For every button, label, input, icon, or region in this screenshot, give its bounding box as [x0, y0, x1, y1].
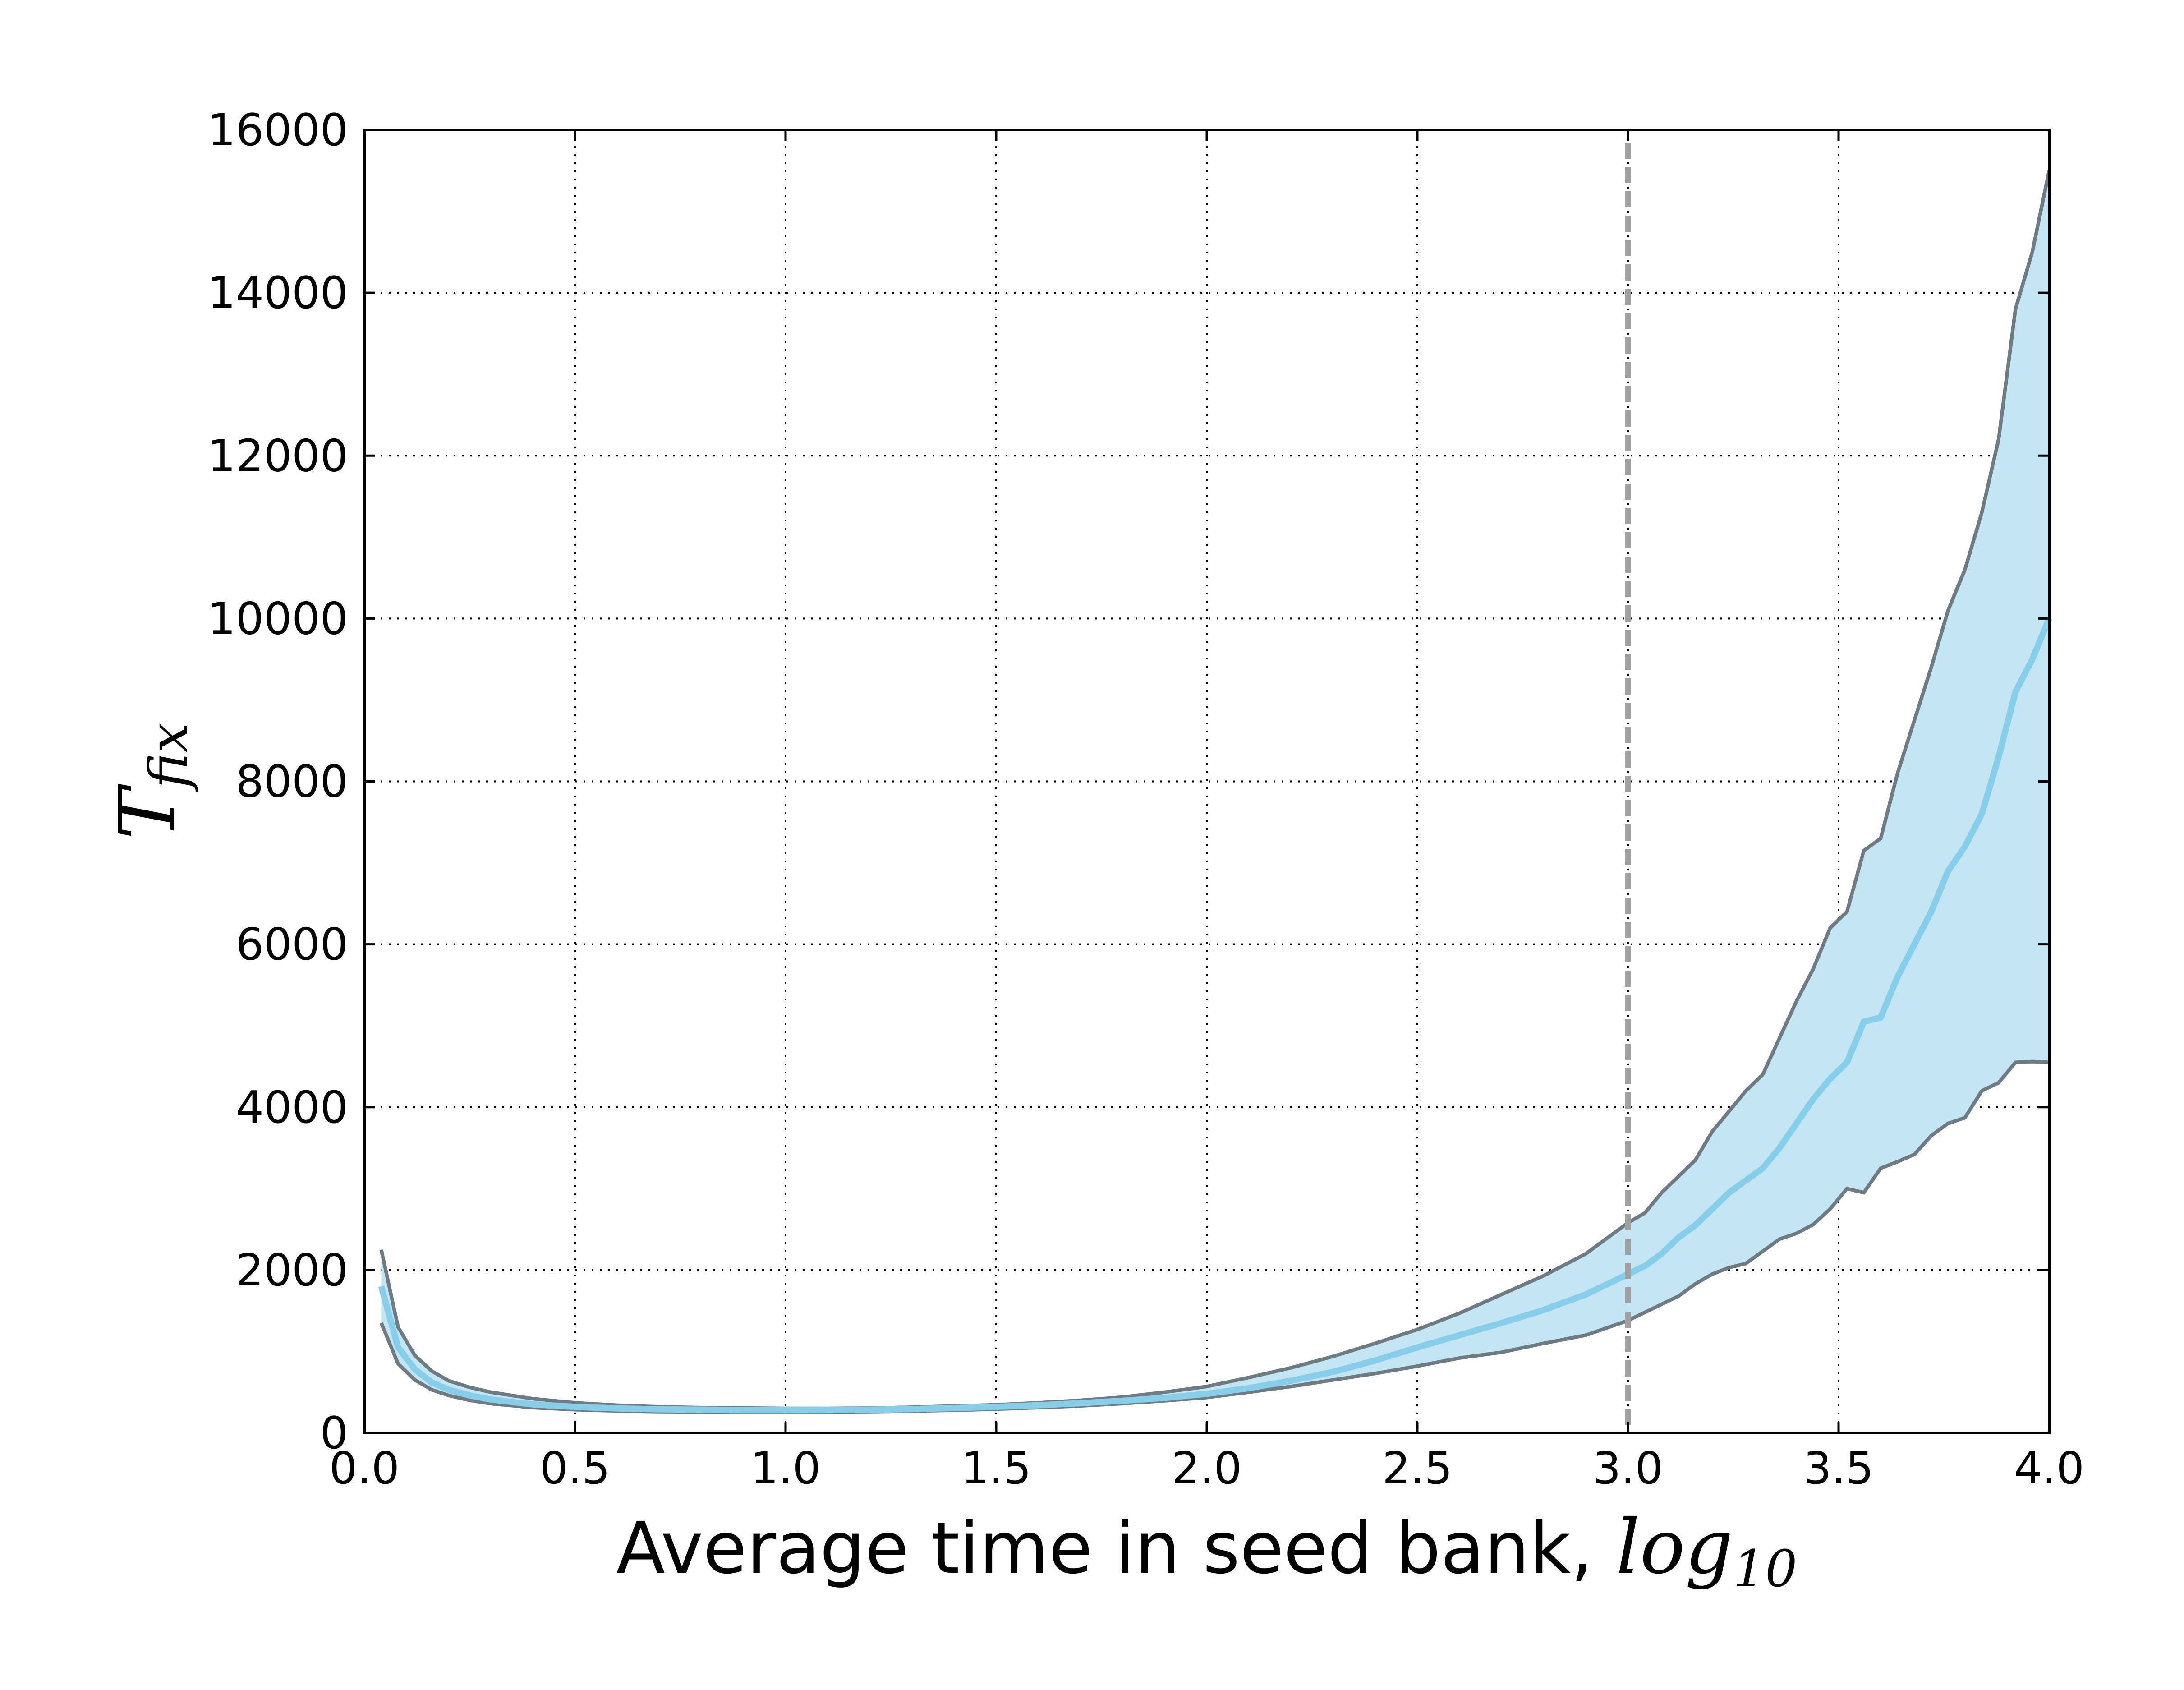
x-tick-label: 1.0: [750, 1443, 821, 1494]
x-tick-label: 3.5: [1803, 1443, 1874, 1494]
x-axis-title: Average time in seed bank, log10: [616, 1504, 1798, 1598]
x-tick-label: 4.0: [2014, 1443, 2084, 1494]
x-tick-label: 1.5: [961, 1443, 1031, 1494]
x-tick-label: 2.5: [1382, 1443, 1453, 1494]
y-tick-label: 10000: [207, 593, 348, 645]
mean-line: [378, 617, 2052, 1414]
x-tick-label: 3.0: [1593, 1443, 1663, 1494]
y-tick-label: 16000: [207, 105, 348, 156]
axis-ticks: 0.0 0.5 1.0 1.5 2.0 2.5 3.0 3.5 4.0 0 2000 4000 6000…: [207, 105, 2084, 1494]
x-tick-label: 0.0: [329, 1443, 400, 1494]
y-tick-label: 2000: [236, 1245, 348, 1296]
y-tick-label: 12000: [207, 430, 348, 482]
y-tick-label: 0: [320, 1408, 348, 1459]
y-tick-label: 8000: [236, 756, 348, 808]
x-tick-label: 0.5: [540, 1443, 610, 1494]
y-axis-title: Tfix: [103, 723, 200, 840]
y-tick-label: 14000: [207, 267, 348, 319]
x-tick-label: 2.0: [1172, 1443, 1242, 1494]
y-tick-label: 6000: [236, 919, 348, 971]
y-tick-label: 4000: [236, 1082, 348, 1133]
